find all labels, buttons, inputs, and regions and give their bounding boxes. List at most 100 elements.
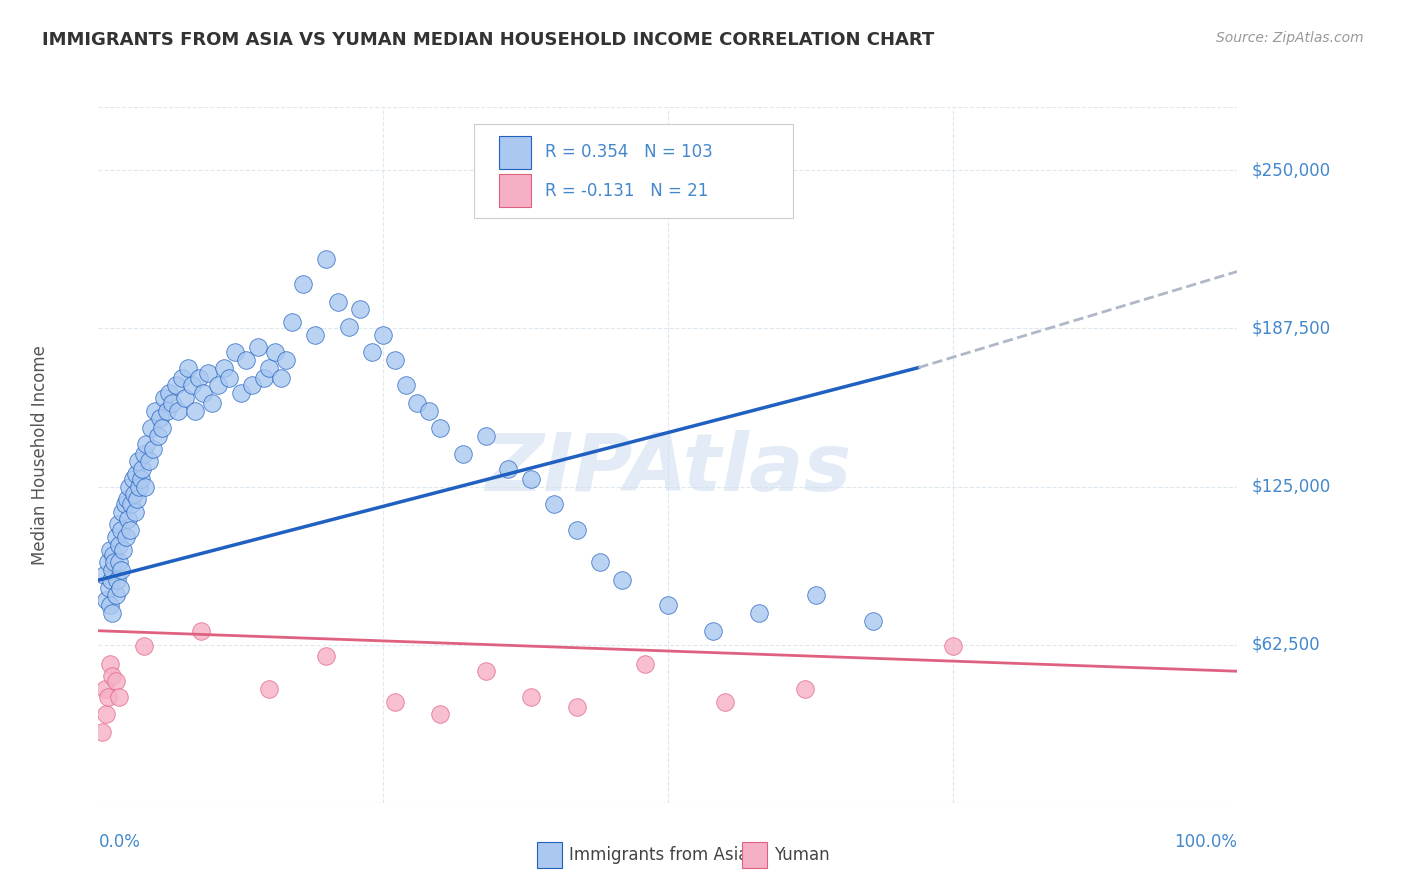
Point <box>127 492 149 507</box>
Point <box>474 429 496 443</box>
Point <box>384 353 406 368</box>
Point <box>101 563 124 577</box>
Point <box>120 497 142 511</box>
Point <box>110 563 132 577</box>
Text: R = 0.354   N = 103: R = 0.354 N = 103 <box>546 144 713 161</box>
Text: $187,500: $187,500 <box>1251 319 1330 337</box>
FancyBboxPatch shape <box>474 124 793 219</box>
Point <box>384 695 406 709</box>
Text: R = -0.131   N = 21: R = -0.131 N = 21 <box>546 182 709 200</box>
Point <box>326 294 349 309</box>
Point <box>315 648 337 663</box>
Point <box>167 403 190 417</box>
Point <box>170 370 193 384</box>
Point <box>259 360 281 375</box>
Point <box>90 725 112 739</box>
Point <box>565 699 588 714</box>
Point <box>117 512 139 526</box>
Point <box>264 345 287 359</box>
Bar <box>499 136 531 169</box>
Point <box>111 505 134 519</box>
Point <box>612 573 634 587</box>
Point <box>702 624 724 638</box>
Point <box>218 370 240 384</box>
Point <box>104 530 127 544</box>
Point <box>634 657 657 671</box>
Point <box>114 530 136 544</box>
Bar <box>499 174 531 207</box>
Point <box>149 411 172 425</box>
Point <box>98 542 121 557</box>
Point <box>276 353 298 368</box>
Point <box>240 378 263 392</box>
Point <box>108 538 131 552</box>
Point <box>180 378 202 392</box>
Text: $62,500: $62,500 <box>1251 636 1320 654</box>
Point <box>104 588 127 602</box>
Text: 0.0%: 0.0% <box>98 833 141 851</box>
Point <box>229 386 252 401</box>
Point <box>94 681 117 696</box>
Point <box>108 581 131 595</box>
Point <box>657 599 679 613</box>
Point <box>187 370 209 384</box>
Point <box>259 681 281 696</box>
Point <box>114 497 136 511</box>
Point <box>97 581 120 595</box>
Point <box>429 707 451 722</box>
Point <box>150 421 173 435</box>
Point <box>197 366 219 380</box>
Point <box>451 447 474 461</box>
Point <box>129 472 152 486</box>
Point <box>101 669 124 683</box>
Point <box>153 391 176 405</box>
Point <box>360 345 382 359</box>
Point <box>190 624 212 638</box>
Point <box>315 252 337 266</box>
Text: Median Household Income: Median Household Income <box>31 345 49 565</box>
Point <box>406 396 429 410</box>
Text: Yuman: Yuman <box>773 846 830 864</box>
Point <box>128 479 150 493</box>
Bar <box>537 842 562 868</box>
Point <box>304 327 326 342</box>
Point <box>418 403 440 417</box>
Point <box>104 674 127 689</box>
Point <box>201 396 224 410</box>
Point <box>235 353 257 368</box>
Text: $125,000: $125,000 <box>1251 477 1330 496</box>
Text: IMMIGRANTS FROM ASIA VS YUMAN MEDIAN HOUSEHOLD INCOME CORRELATION CHART: IMMIGRANTS FROM ASIA VS YUMAN MEDIAN HOU… <box>42 31 935 49</box>
Point <box>942 639 965 653</box>
Point <box>174 391 197 405</box>
Point <box>184 403 207 417</box>
Point <box>108 556 131 570</box>
Point <box>862 614 884 628</box>
Point <box>543 497 565 511</box>
Point <box>714 695 737 709</box>
Point <box>96 707 118 722</box>
Text: ZIPAtlas: ZIPAtlas <box>485 430 851 508</box>
Point <box>793 681 815 696</box>
Point <box>371 327 394 342</box>
Point <box>122 487 145 501</box>
Point <box>132 639 155 653</box>
Point <box>100 573 122 587</box>
Bar <box>742 842 766 868</box>
Point <box>565 523 588 537</box>
Text: Immigrants from Asia: Immigrants from Asia <box>569 846 748 864</box>
Point <box>131 462 153 476</box>
Point <box>96 556 118 570</box>
Point <box>127 454 149 468</box>
Point <box>252 370 274 384</box>
Point <box>121 472 143 486</box>
Point <box>395 378 418 392</box>
Point <box>474 665 496 679</box>
Point <box>588 556 610 570</box>
Point <box>96 690 118 704</box>
Point <box>804 588 827 602</box>
Point <box>124 505 146 519</box>
Point <box>270 370 292 384</box>
Point <box>98 657 121 671</box>
Point <box>349 302 371 317</box>
Point <box>134 479 156 493</box>
